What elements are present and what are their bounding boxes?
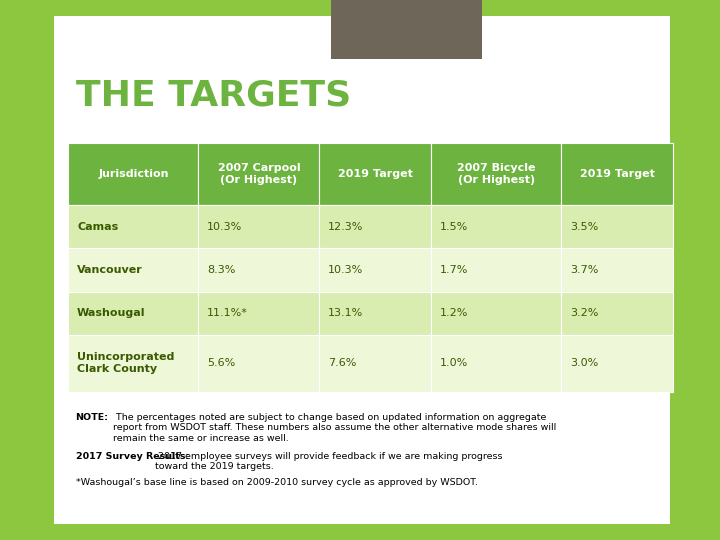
Bar [562, 205, 673, 248]
Text: Washougal: Washougal [77, 308, 145, 318]
Text: 2017 employee surveys will provide feedback if we are making progress
toward the: 2017 employee surveys will provide feedb… [155, 452, 503, 471]
Bar [199, 248, 320, 292]
Bar [68, 143, 199, 205]
Bar [431, 205, 562, 248]
Text: 2007 Carpool
(Or Highest): 2007 Carpool (Or Highest) [217, 163, 300, 185]
Text: Camas: Camas [77, 222, 118, 232]
Text: THE TARGETS: THE TARGETS [76, 78, 351, 112]
Bar [68, 292, 199, 335]
Text: 13.1%: 13.1% [328, 308, 364, 318]
Text: 1.7%: 1.7% [440, 265, 468, 275]
Bar [320, 205, 431, 248]
Text: 2007 Bicycle
(Or Highest): 2007 Bicycle (Or Highest) [457, 163, 536, 185]
Bar [431, 143, 562, 205]
Bar [320, 335, 431, 392]
Text: 2017 Survey Results:: 2017 Survey Results: [76, 452, 189, 461]
Bar [68, 335, 199, 392]
Bar [199, 292, 320, 335]
Bar [68, 205, 199, 248]
Text: 1.0%: 1.0% [440, 358, 468, 368]
Text: 3.2%: 3.2% [570, 308, 598, 318]
Bar [199, 335, 320, 392]
Text: 5.6%: 5.6% [207, 358, 235, 368]
Text: 10.3%: 10.3% [207, 222, 243, 232]
Bar [562, 292, 673, 335]
Bar [320, 248, 431, 292]
Text: 3.0%: 3.0% [570, 358, 598, 368]
Text: 1.2%: 1.2% [440, 308, 468, 318]
Bar [320, 292, 431, 335]
Text: Vancouver: Vancouver [77, 265, 143, 275]
Text: Unincorporated
Clark County: Unincorporated Clark County [77, 352, 174, 374]
Bar [199, 205, 320, 248]
Text: 10.3%: 10.3% [328, 265, 364, 275]
Bar [199, 143, 320, 205]
Text: The percentages noted are subject to change based on updated information on aggr: The percentages noted are subject to cha… [113, 413, 557, 443]
Bar [431, 248, 562, 292]
Bar [562, 143, 673, 205]
Bar [320, 143, 431, 205]
Text: 7.6%: 7.6% [328, 358, 356, 368]
Text: Jurisdiction: Jurisdiction [98, 169, 168, 179]
Text: 8.3%: 8.3% [207, 265, 235, 275]
Text: *Washougal’s base line is based on 2009-2010 survey cycle as approved by WSDOT.: *Washougal’s base line is based on 2009-… [76, 478, 477, 487]
Text: NOTE:: NOTE: [76, 413, 109, 422]
Bar [431, 335, 562, 392]
Bar [68, 248, 199, 292]
Text: 3.5%: 3.5% [570, 222, 598, 232]
Bar [431, 292, 562, 335]
Bar [562, 335, 673, 392]
Text: 12.3%: 12.3% [328, 222, 364, 232]
Text: 11.1%*: 11.1%* [207, 308, 248, 318]
Bar [562, 248, 673, 292]
Text: 2019 Target: 2019 Target [580, 169, 654, 179]
Text: 3.7%: 3.7% [570, 265, 598, 275]
Text: 2019 Target: 2019 Target [338, 169, 413, 179]
Text: 1.5%: 1.5% [440, 222, 468, 232]
